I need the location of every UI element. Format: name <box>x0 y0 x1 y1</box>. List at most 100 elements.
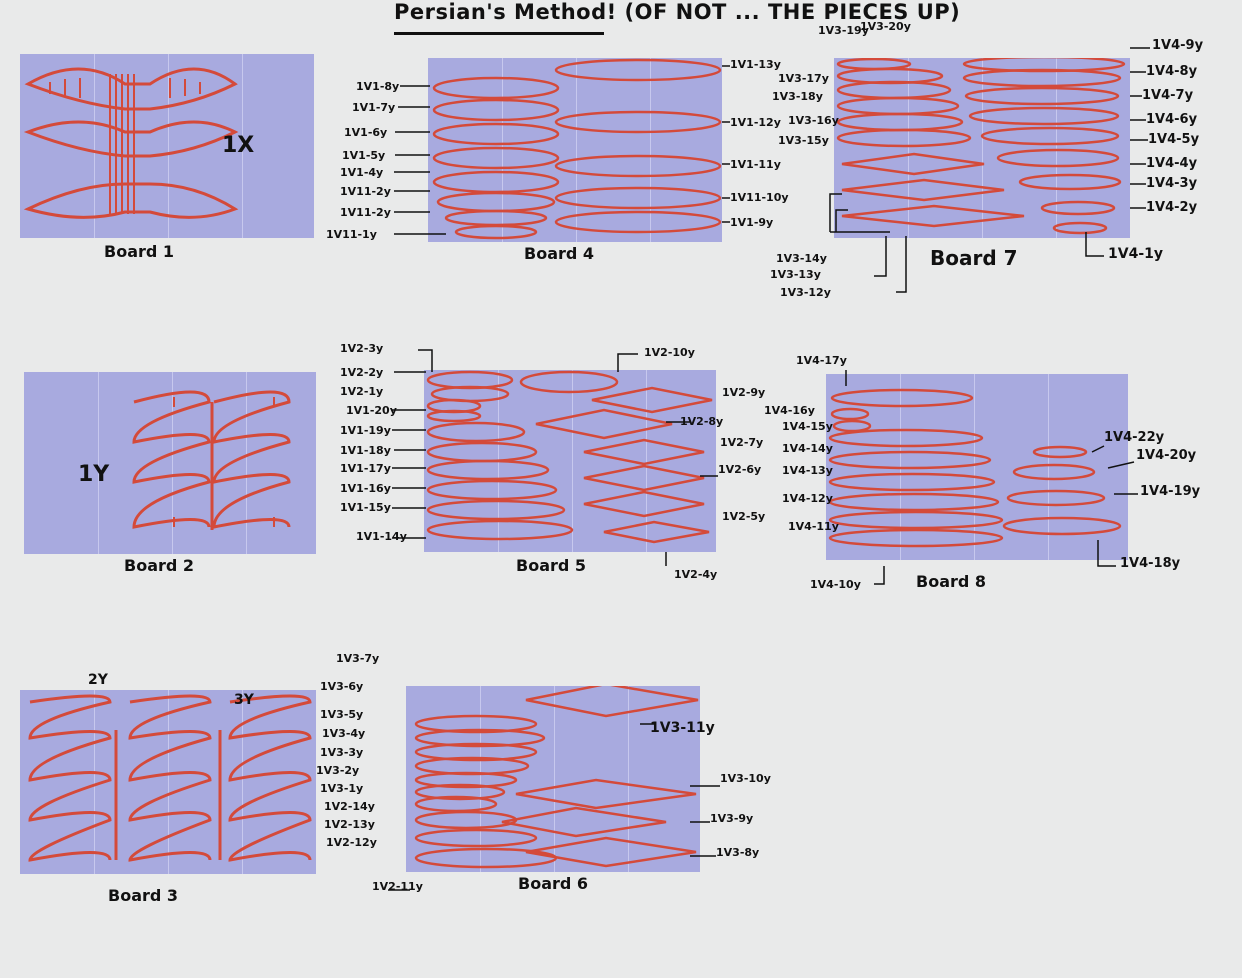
board-6-label: 1V3-5y <box>320 708 364 721</box>
board-3-note-b: 3Y <box>234 692 254 708</box>
board-3-pattern <box>28 694 312 862</box>
board-8-label: 1V4-20y <box>1136 448 1197 463</box>
board-7-label: 1V3-18y <box>772 90 823 103</box>
board-8-label: 1V4-13y <box>782 464 833 477</box>
board-5-label: 1V2-5y <box>722 510 766 523</box>
board-4-label: 1V1-5y <box>342 149 386 162</box>
board-5-label: 1V1-15y <box>340 501 391 514</box>
board-7-label: 1V4-3y <box>1146 176 1198 191</box>
board-6-label: 1V3-8y <box>716 846 760 859</box>
board-5-label: 1V2-8y <box>680 415 724 428</box>
board-2 <box>24 372 316 554</box>
board-7-label: 1V4-4y <box>1146 156 1198 171</box>
board-4-label: 1V1-8y <box>356 80 400 93</box>
board-4-pattern <box>432 58 722 240</box>
board-6-label: 1V2-11y <box>372 880 423 893</box>
board-4-label: 1V1-12y <box>730 116 781 129</box>
board-7-label: 1V3-19y <box>818 24 869 37</box>
board-2-note: 1Y <box>78 462 110 487</box>
board-7-label: 1V3-13y <box>770 268 821 281</box>
board-4-label: 1V1-4y <box>340 166 384 179</box>
board-6-label: 1V3-3y <box>320 746 364 759</box>
board-5-label: 1V2-7y <box>720 436 764 449</box>
board-7-label: 1V4-6y <box>1146 112 1198 127</box>
board-6-label: 1V2-14y <box>324 800 375 813</box>
board-8-label: 1V4-11y <box>788 520 839 533</box>
board-5-label: 1V2-4y <box>674 568 718 581</box>
board-6-label: 1V3-9y <box>710 812 754 825</box>
board-5-label: 1V1-14y <box>356 530 407 543</box>
board-8-pattern <box>828 388 1122 548</box>
board-6-label: 1V3-7y <box>336 652 380 665</box>
board-7-label: 1V4-1y <box>1108 246 1163 262</box>
board-7 <box>834 58 1130 238</box>
board-2-caption: Board 2 <box>124 556 195 575</box>
board-4 <box>428 58 722 242</box>
board-8-label: 1V4-14y <box>782 442 833 455</box>
board-8-label: 1V4-15y <box>782 420 833 433</box>
board-1-pattern <box>23 67 239 219</box>
board-4-label: 1V1-6y <box>344 126 388 139</box>
board-6-caption: Board 6 <box>518 874 589 893</box>
board-8 <box>826 374 1128 560</box>
board-6 <box>406 686 700 872</box>
board-7-label: 1V3-14y <box>776 252 827 265</box>
board-7-label: 1V4-2y <box>1146 200 1198 215</box>
board-6-label: 1V3-6y <box>320 680 364 693</box>
board-5-pattern <box>426 370 713 544</box>
board-1-caption: Board 1 <box>104 242 175 261</box>
board-4-label: 1V1-9y <box>730 216 774 229</box>
board-7-label: 1V3-15y <box>778 134 829 147</box>
board-6-label: 1V2-13y <box>324 818 375 831</box>
board-5-caption: Board 5 <box>516 556 587 575</box>
board-4-label: 1V1-11y <box>730 158 781 171</box>
board-6-label: 1V3-1y <box>320 782 364 795</box>
board-8-label: 1V4-10y <box>810 578 861 591</box>
board-7-label: 1V3-16y <box>788 114 839 127</box>
board-4-label: 1V11-2y <box>340 206 391 219</box>
board-5-label: 1V2-2y <box>340 366 384 379</box>
board-4-label: 1V1-7y <box>352 101 396 114</box>
board-5-label: 1V2-9y <box>722 386 766 399</box>
board-4-label: 1V11-1y <box>326 228 377 241</box>
board-5-label: 1V1-17y <box>340 462 391 475</box>
board-5-label: 1V2-6y <box>718 463 762 476</box>
board-5 <box>424 370 716 552</box>
board-2-pattern <box>132 390 291 530</box>
board-8-label: 1V4-17y <box>796 354 847 367</box>
board-5-label: 1V1-16y <box>340 482 391 495</box>
board-6-label: 1V3-4y <box>322 727 366 740</box>
board-4-label: 1V1-13y <box>730 58 781 71</box>
board-5-label: 1V2-10y <box>644 346 695 359</box>
board-7-label: 1V4-5y <box>1148 132 1200 147</box>
board-8-label: 1V4-18y <box>1120 556 1181 571</box>
page-title: Persian's Method! (OF NOT ... THE PIECES… <box>394 0 961 24</box>
board-3-caption: Board 3 <box>108 886 179 905</box>
board-6-label: 1V3-10y <box>720 772 771 785</box>
board-8-label: 1V4-16y <box>764 404 815 417</box>
board-8-label: 1V4-12y <box>782 492 833 505</box>
board-4-label: 1V11-10y <box>730 191 789 204</box>
board-5-label: 1V2-3y <box>340 342 384 355</box>
board-3 <box>20 690 316 874</box>
board-5-label: 1V1-19y <box>340 424 391 437</box>
board-5-label: 1V1-20y <box>346 404 397 417</box>
board-5-label: 1V1-18y <box>340 444 391 457</box>
board-6-pattern <box>414 686 699 869</box>
board-7-label: 1V4-8y <box>1146 64 1198 79</box>
board-4-caption: Board 4 <box>524 244 595 263</box>
board-1 <box>20 54 314 238</box>
board-8-label: 1V4-22y <box>1104 430 1165 445</box>
board-7-label: 1V4-9y <box>1152 38 1204 53</box>
board-7-pattern <box>836 58 1126 235</box>
board-1-note: 1X <box>222 133 255 158</box>
board-7-label: 1V4-7y <box>1142 88 1194 103</box>
title-underline <box>394 32 604 35</box>
board-7-caption: Board 7 <box>930 246 1018 270</box>
board-6-label: 1V3-2y <box>316 764 360 777</box>
board-6-label: 1V2-12y <box>326 836 377 849</box>
board-7-label: 1V3-12y <box>780 286 831 299</box>
board-3-note-a: 2Y <box>88 672 108 688</box>
board-7-label: 1V3-17y <box>778 72 829 85</box>
board-8-caption: Board 8 <box>916 572 987 591</box>
